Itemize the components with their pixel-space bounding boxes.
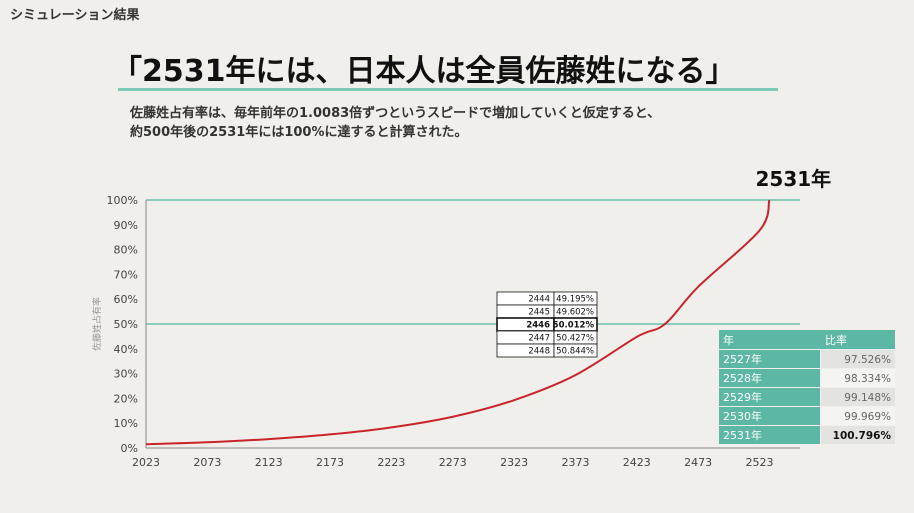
side-table-value-cell [821,388,895,406]
section-label: シミュレーション結果 [10,8,140,23]
side-table-year: 2527年 [723,352,762,366]
inset-table-year: 2446 [526,321,550,331]
inset-table-value: 50.844% [556,347,594,357]
side-table-year: 2530年 [723,409,762,423]
inset-table-value: 49.195% [556,295,594,305]
inset-table-year: 2448 [528,347,550,357]
inset-table-year: 2447 [528,334,550,344]
side-table-value: 99.969% [844,411,891,423]
description-line-2: 約500年後の2531年には100%に達すると計算された。 [130,125,468,140]
side-table-year-cell [719,388,820,406]
inset-table-year: 2445 [528,308,550,318]
x-tick-label: 2023 [132,456,160,469]
side-table-year-cell [719,369,820,387]
side-table-year: 2529年 [723,390,762,404]
x-tick-label: 2173 [316,456,344,469]
y-tick-label: 60% [114,293,138,306]
side-table-value: 100.796% [833,430,892,442]
side-table-year-cell [719,350,820,368]
y-tick-label: 50% [114,318,138,331]
description: 佐藤姓占有率は、毎年前年の1.0083倍ずつというスピードで増加していくと仮定す… [130,104,660,142]
y-tick-label: 80% [114,244,138,257]
x-tick-label: 2123 [255,456,283,469]
inset-table-value: 50.427% [556,334,594,344]
y-tick-label: 0% [121,442,138,455]
side-table-value-cell [821,407,895,425]
x-tick-label: 2323 [500,456,528,469]
description-line-1: 佐藤姓占有率は、毎年前年の1.0083倍ずつというスピードで増加していくと仮定す… [130,106,661,121]
annotation-label: 2531年 [755,167,831,191]
side-table-year-cell [719,426,820,444]
y-tick-label: 30% [114,368,138,381]
y-tick-label: 10% [114,417,138,430]
side-table-value-cell [821,369,895,387]
x-tick-label: 2473 [684,456,712,469]
y-tick-label: 20% [114,392,138,405]
x-tick-label: 2423 [623,456,651,469]
x-tick-label: 2273 [439,456,467,469]
side-table-header-year: 年 [723,333,734,347]
side-table-header [719,330,895,349]
side-table-year: 2528年 [723,371,762,385]
side-table-value-cell [821,350,895,368]
side-table-header-ratio: 比率 [825,333,847,347]
side-table-value: 97.526% [844,354,891,366]
side-table-value-cell [821,426,895,444]
side-table-year: 2531年 [723,428,762,442]
inset-table-year: 2444 [528,295,550,305]
y-tick-label: 40% [114,343,138,356]
headline-underline [118,88,778,91]
series-line [145,199,771,446]
headline: 「2531年には、日本人は全員佐藤姓になる」 [112,54,736,89]
inset-table-value: 50.012% [553,321,595,331]
y-tick-label: 70% [114,268,138,281]
x-tick-label: 2073 [193,456,221,469]
x-tick-label: 2373 [561,456,589,469]
x-tick-label: 2523 [746,456,774,469]
inset-table-value: 49.602% [556,308,594,318]
side-table-year-cell [719,407,820,425]
x-tick-label: 2223 [377,456,405,469]
side-table-value: 99.148% [844,392,891,404]
inset-table-cell [553,343,598,358]
y-tick-label: 90% [114,219,138,232]
y-axis-label: 佐藤姓占有率 [91,297,103,351]
side-table-value: 98.334% [844,373,891,385]
y-tick-label: 100% [107,194,138,207]
